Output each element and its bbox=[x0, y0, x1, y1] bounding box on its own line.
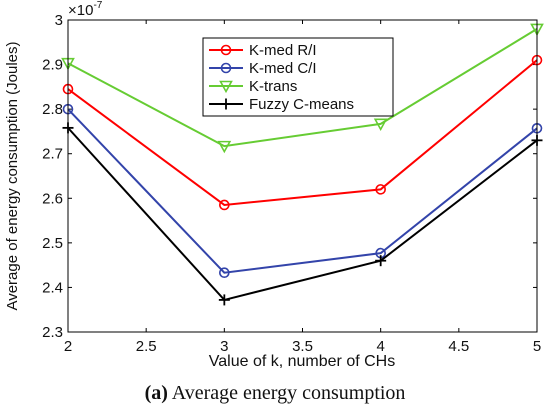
plot-frame bbox=[67, 19, 538, 333]
legend-label: K-med C/I bbox=[249, 60, 317, 77]
y-tick-label: 2.8 bbox=[42, 101, 63, 118]
y-multiplier-exponent: -7 bbox=[93, 0, 102, 11]
energy-line-chart: 2 2.5 3 3.5 4 4.5 5 2.3 2.4 2.5 2.6 2.7 2.8 2.9 3 K-me… bbox=[4, 0, 544, 370]
y-tick-label: 2.4 bbox=[42, 279, 63, 296]
x-tick-label: 3 bbox=[220, 338, 228, 355]
y-tick-label: 2.5 bbox=[42, 235, 63, 252]
data-point bbox=[218, 294, 230, 306]
series-line bbox=[67, 28, 538, 148]
data-point bbox=[219, 199, 230, 211]
y-multiplier-base: ×10 bbox=[68, 2, 93, 19]
y-tick-label: 2.9 bbox=[42, 57, 63, 74]
data-point bbox=[373, 118, 388, 132]
series-line bbox=[67, 108, 538, 274]
figure-caption: (a) Average energy consumption bbox=[0, 382, 550, 405]
x-tick-label: 3.5 bbox=[292, 338, 313, 355]
caption-label: (a) bbox=[144, 382, 168, 404]
y-tick-label: 3 bbox=[55, 12, 63, 29]
y-axis-label: Average of energy consumption (Joules) bbox=[4, 41, 21, 310]
legend-marker bbox=[220, 98, 232, 110]
x-tick-label: 4.5 bbox=[448, 338, 469, 355]
legend-label: K-trans bbox=[249, 78, 297, 95]
data-point bbox=[219, 267, 230, 279]
data-point bbox=[375, 255, 387, 267]
data-point bbox=[375, 184, 386, 195]
x-axis-label: Value of k, number of CHs bbox=[209, 353, 395, 370]
axis-ticks: 2 2.5 3 3.5 4 4.5 5 2.3 2.4 2.5 2.6 2.7 2.8 2.9 3 bbox=[42, 12, 541, 355]
legend-marker bbox=[220, 44, 232, 56]
legend-label: Fuzzy C-means bbox=[249, 96, 354, 113]
series-line bbox=[67, 59, 538, 207]
legend-marker bbox=[219, 80, 233, 94]
x-tick-label: 5 bbox=[533, 338, 541, 355]
y-tick-label: 2.6 bbox=[42, 190, 63, 207]
legend-label: K-med R/I bbox=[249, 42, 317, 59]
x-tick-label: 2.5 bbox=[136, 338, 157, 355]
y-multiplier-label: ×10-7 bbox=[68, 0, 103, 19]
y-tick-label: 2.7 bbox=[42, 146, 63, 163]
y-tick-label: 2.3 bbox=[42, 324, 63, 341]
legend-marker bbox=[220, 62, 232, 74]
series-line bbox=[67, 127, 538, 302]
data-point bbox=[217, 140, 232, 154]
caption-text: Average energy consumption bbox=[171, 382, 406, 404]
series-lines bbox=[61, 23, 544, 306]
x-tick-label: 2 bbox=[64, 338, 72, 355]
x-tick-label: 4 bbox=[376, 338, 384, 355]
